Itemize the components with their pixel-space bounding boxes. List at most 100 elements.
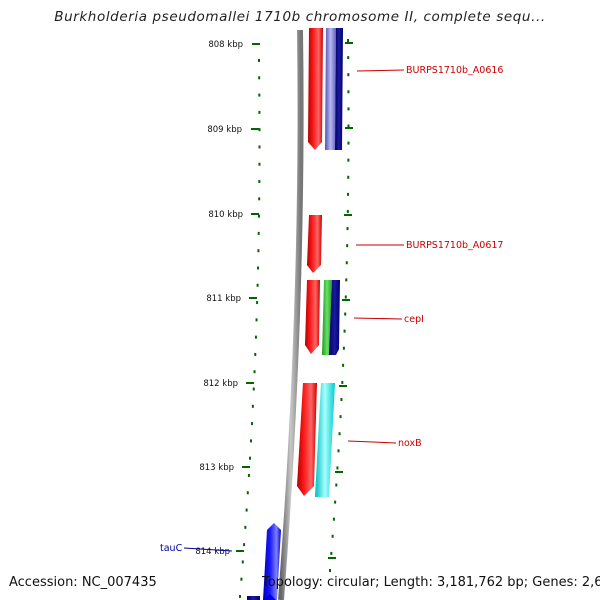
outer-scale-dot	[336, 466, 339, 470]
inner-scale-dot	[258, 145, 261, 149]
inner-scale-dot	[239, 595, 241, 598]
label-burps1710b-a0616[interactable]: BURPS1710b_A0616	[406, 65, 503, 76]
gene-burps1710b-a0616-cds[interactable]	[308, 28, 323, 150]
outer-scale-dot	[347, 124, 350, 128]
outer-scale-dot	[344, 312, 347, 316]
inner-scale-dot	[250, 439, 253, 443]
inner-scale-dot	[258, 162, 261, 166]
scale-ticks: 808 kbp 809 kbp 810 kbp 811 kbp 812 kbp …	[195, 40, 260, 557]
inner-scale-dot	[258, 93, 261, 97]
inner-scale-dot	[248, 456, 251, 460]
outer-scale-dot	[347, 90, 350, 94]
inner-scale-dot	[254, 352, 257, 356]
inner-scale-dot	[241, 560, 244, 564]
inner-scale-dot	[257, 214, 260, 218]
outer-scale-dot	[340, 398, 343, 402]
outer-scale-dot	[346, 227, 349, 231]
outer-scale-dot	[346, 209, 349, 213]
outer-scale-dot	[342, 346, 345, 350]
gene-cepi-green-cds[interactable]	[322, 280, 332, 355]
label-cepi[interactable]: cepI	[404, 314, 424, 325]
inner-scale-dot	[243, 543, 246, 547]
leader-line-a0616	[356, 69, 405, 72]
outer-scale-dot	[347, 39, 349, 42]
cds-features[interactable]	[247, 28, 343, 600]
inner-scale-dot	[245, 508, 248, 512]
outer-scale-dot	[347, 107, 350, 111]
gene-cepi-navy-cds[interactable]	[329, 280, 340, 355]
inner-scale-dot	[258, 76, 261, 80]
outer-scale-dot	[346, 244, 349, 248]
inner-scale-dot	[253, 370, 256, 374]
gene-burps1710b-a0617-cds[interactable]	[307, 215, 322, 273]
chromosome-backbone	[278, 29, 304, 600]
feature-labels: BURPS1710b_A0616 BURPS1710b_A0617 cepI n…	[160, 65, 503, 554]
inner-scale-dot	[246, 491, 249, 495]
inner-scale-dot	[257, 231, 260, 235]
outer-scale-dot	[334, 500, 337, 504]
outer-scale-dot	[347, 192, 350, 196]
gene-noxb-cyan-cds[interactable]	[315, 383, 335, 497]
outer-scale-dot	[337, 449, 340, 453]
label-burps1710b-a0617[interactable]: BURPS1710b_A0617	[406, 240, 503, 251]
outer-scale-dot	[343, 329, 346, 333]
scale-dots	[239, 39, 350, 598]
inner-scale-dot	[258, 197, 261, 201]
outer-scale-dot	[335, 483, 338, 487]
inner-scale-dot	[258, 59, 260, 62]
inner-scale-dot	[258, 180, 261, 184]
outer-scale-dot	[329, 569, 331, 572]
inner-scale-dot	[254, 335, 257, 339]
outer-scale-dot	[339, 415, 342, 419]
outer-ticks	[328, 42, 353, 559]
tick-label-813: 813 kbp	[199, 463, 234, 473]
inner-scale-dot	[258, 110, 261, 114]
tick-label-811: 811 kbp	[206, 294, 241, 304]
tick-label-810: 810 kbp	[208, 210, 243, 220]
gene-bottom-blue-arrow[interactable]	[264, 594, 276, 600]
tick-label-812: 812 kbp	[203, 379, 238, 389]
outer-scale-dot	[347, 141, 350, 145]
inner-scale-dot	[256, 301, 259, 305]
outer-scale-dot	[347, 175, 350, 179]
gene-noxb-cds[interactable]	[297, 383, 317, 496]
leader-line-cepi	[353, 317, 403, 320]
leader-line-tauc	[183, 547, 233, 552]
inner-scale-dot	[252, 387, 255, 391]
inner-scale-dot	[255, 318, 258, 322]
inner-scale-dot	[256, 283, 259, 287]
inner-scale-dot	[257, 266, 260, 270]
gene-a0616-reverse-cds[interactable]	[325, 28, 336, 150]
topology-text: Topology: circular; Length: 3,181,762 bp…	[262, 575, 600, 590]
outer-scale-dot	[332, 517, 335, 521]
outer-scale-dot	[347, 56, 350, 60]
leader-line-noxb	[347, 440, 397, 444]
outer-scale-dot	[347, 73, 350, 77]
inner-scale-dot	[244, 525, 247, 529]
map-title: Burkholderia pseudomallei 1710b chromoso…	[54, 9, 546, 25]
tick-label-808: 808 kbp	[208, 40, 243, 50]
gene-bottom-navy-cds[interactable]	[247, 596, 260, 600]
outer-scale-dot	[338, 432, 341, 436]
label-tauc[interactable]: tauC	[160, 543, 183, 554]
inner-scale-dot	[250, 422, 253, 426]
outer-scale-dot	[341, 380, 344, 384]
inner-scale-dot	[247, 473, 250, 477]
outer-scale-dot	[330, 551, 333, 555]
inner-scale-dot	[251, 404, 254, 408]
outer-scale-dot	[347, 158, 350, 162]
gene-cepi-cds[interactable]	[305, 280, 320, 354]
outer-scale-dot	[342, 363, 345, 367]
outer-scale-dot	[345, 261, 348, 265]
outer-scale-dot	[345, 278, 348, 282]
outer-scale-dot	[331, 534, 334, 538]
outer-scale-dot	[344, 295, 347, 299]
tick-label-814: 814 kbp	[195, 547, 230, 557]
accession-text: Accession: NC_007435	[9, 575, 157, 590]
gene-a0616-reverse-cds-2[interactable]	[335, 28, 343, 150]
inner-scale-dot	[240, 577, 243, 581]
label-noxb[interactable]: noxB	[398, 438, 422, 449]
gene-tauc-cds[interactable]	[263, 523, 281, 600]
inner-scale-dot	[257, 249, 260, 253]
